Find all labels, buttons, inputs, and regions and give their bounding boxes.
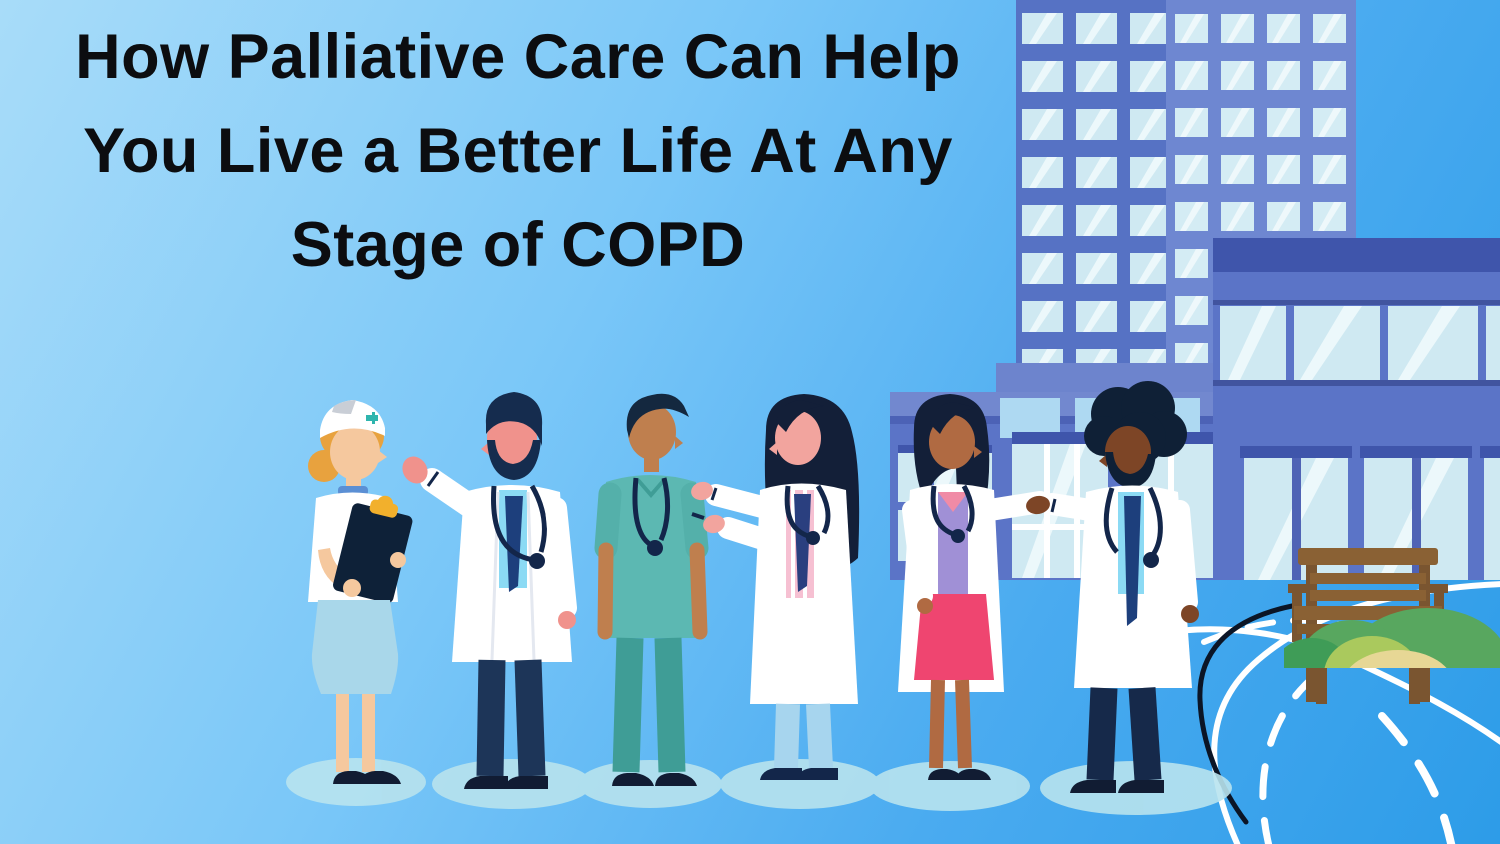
title-line-2: You Live a Better Life At Any: [83, 116, 953, 186]
banner-title: How Palliative Care Can Help You Live a …: [18, 10, 1018, 292]
stethoscope-chestpiece: [1143, 552, 1159, 568]
red-skirt: [914, 594, 994, 680]
doctor-beard: [487, 440, 541, 480]
stethoscope-chestpiece: [647, 540, 663, 556]
title-line-1: How Palliative Care Can Help: [75, 22, 961, 92]
doctor-tie: [794, 494, 811, 592]
doctor-tie: [1124, 496, 1141, 626]
road-centerline-dashed: [1259, 635, 1500, 844]
nurse-with-clipboard: [308, 400, 413, 784]
title-line-3: Stage of COPD: [290, 210, 746, 280]
stethoscope-chestpiece: [951, 529, 965, 543]
clipboard: [333, 495, 413, 604]
female-doctor-long-hair: [691, 394, 860, 780]
male-doctor-afro: [1026, 381, 1199, 793]
doctor-hair: [485, 392, 543, 446]
road-corner-dashes: [1378, 712, 1456, 844]
nurse-cap-cross-icon: [366, 412, 378, 424]
scrubs-nurse-hair: [626, 393, 689, 438]
doctor-tie: [505, 496, 523, 592]
hospital-main-building: [1213, 238, 1500, 580]
bushes: [1284, 608, 1500, 668]
nurse-skirt: [311, 600, 399, 694]
hospital-upper-windows: [1213, 306, 1500, 386]
bearded-male-doctor: [402, 392, 577, 789]
beard: [1105, 452, 1156, 488]
female-doctor-red-skirt: [898, 394, 1066, 780]
male-nurse-in-scrubs: [594, 393, 709, 786]
stethoscope-chestpiece: [529, 553, 545, 569]
stethoscope-chestpiece: [806, 531, 820, 545]
